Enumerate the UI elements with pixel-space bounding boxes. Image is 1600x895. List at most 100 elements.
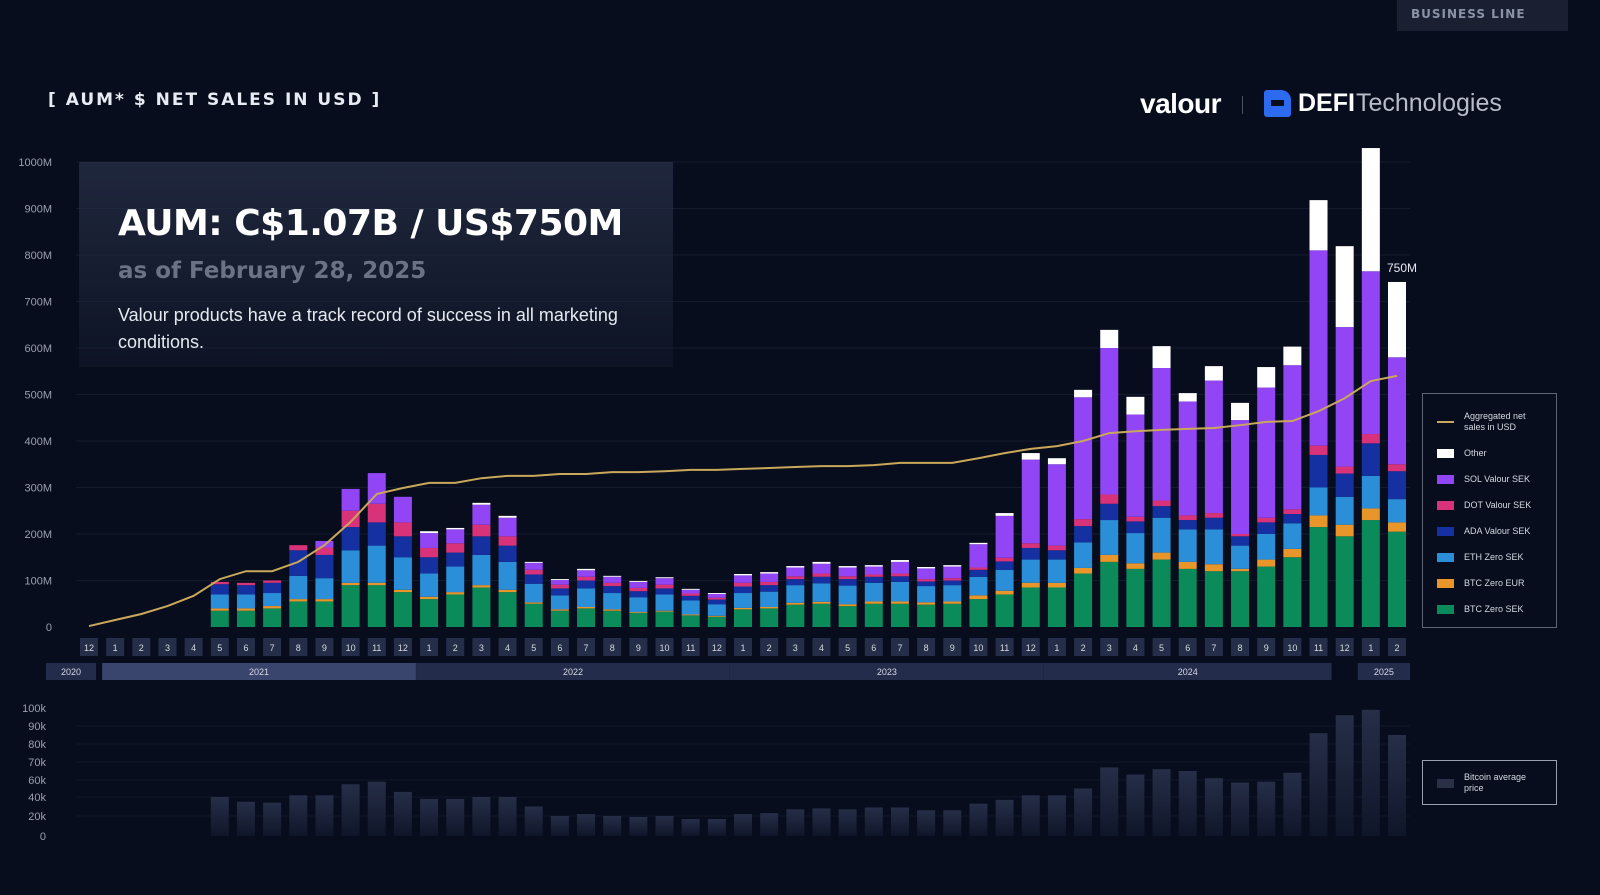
bar-segment-btc-zero-sek — [236, 610, 255, 627]
bitcoin-price-bar — [864, 807, 883, 836]
bar-segment-eth-zero-sek — [917, 586, 936, 603]
bar-segment-dot-valour-sek — [603, 582, 622, 587]
bar-segment-ada-valour-sek — [629, 591, 648, 598]
bar-segment-eth-zero-sek — [734, 593, 752, 608]
legend-label: Other — [1464, 448, 1487, 458]
bar-segment-ada-valour-sek — [210, 584, 229, 595]
bar-segment-sol-valour-sek — [681, 589, 700, 594]
month-tick-label: 3 — [479, 643, 484, 653]
bar-segment-sol-valour-sek — [655, 578, 674, 585]
bar-segment-btc-zero-sek — [734, 609, 752, 627]
bar-segment-btc-zero-sek — [524, 603, 543, 627]
bar-segment-btc-zero-sek — [629, 613, 648, 627]
business-line-tab[interactable]: BUSINESS LINE — [1397, 0, 1568, 31]
bar-segment-ada-valour-sek — [1204, 517, 1223, 530]
month-tick-label: 2 — [767, 643, 772, 653]
bar-segment-ada-valour-sek — [969, 569, 988, 577]
bar-segment-btc-zero-sek — [707, 616, 726, 627]
month-tick-label: 11 — [1000, 643, 1009, 653]
bitcoin-y-tick-label: 100k — [22, 703, 46, 715]
bar-segment-sol-valour-sek — [1257, 387, 1276, 518]
bar-segment-dot-valour-sek — [1283, 509, 1302, 515]
bar-segment-btc-zero-sek — [1231, 571, 1250, 627]
bitcoin-price-bar — [681, 819, 700, 836]
legend-item-dot: DOT Valour SEK — [1437, 500, 1531, 511]
month-tick-box — [838, 638, 857, 656]
bar-segment-dot-valour-sek — [655, 584, 674, 589]
bar-segment-eth-zero-sek — [1283, 523, 1302, 549]
bar-segment-sol-valour-sek — [524, 562, 543, 570]
bar-segment-btc-zero-sek — [943, 603, 962, 627]
month-tick-label: 8 — [610, 643, 615, 653]
bar-segment-btc-zero-sek — [315, 601, 334, 627]
month-tick-label: 10 — [660, 643, 670, 653]
bar-segment-ada-valour-sek — [1257, 522, 1276, 534]
bar-segment-btc-zero-sek — [1204, 571, 1223, 627]
bar-segment-sol-valour-sek — [472, 504, 491, 525]
bar-segment-sol-valour-sek — [890, 561, 909, 574]
bar-segment-dot-valour-sek — [1361, 434, 1380, 444]
bitcoin-legend: Bitcoin average price — [1422, 760, 1557, 805]
month-tick-box — [1047, 638, 1066, 656]
month-tick-box — [1309, 638, 1328, 656]
legend-item-btc-eur: BTC Zero EUR — [1437, 578, 1525, 589]
month-tick-box — [472, 638, 491, 656]
month-tick-box — [734, 638, 752, 656]
month-tick-label: 9 — [322, 643, 327, 653]
bar-segment-dot-valour-sek — [236, 582, 255, 586]
month-tick-box — [393, 638, 412, 656]
bitcoin-price-bar — [236, 801, 255, 836]
main-legend: Aggregated net sales in USD Other SOL Va… — [1422, 393, 1557, 628]
y-tick-label: 300M — [24, 483, 52, 495]
month-tick-box — [1204, 638, 1223, 656]
bar-segment-btc-zero-eur — [786, 602, 805, 605]
bar-segment-btc-zero-sek — [1074, 573, 1093, 627]
legend-label: BTC Zero SEK — [1464, 604, 1524, 614]
month-tick-box — [1257, 638, 1276, 656]
month-tick-label: 1 — [427, 643, 432, 653]
bitcoin-y-tick-label: 90k — [28, 721, 46, 733]
month-tick-label: 5 — [1159, 643, 1164, 653]
month-tick-label: 3 — [1107, 643, 1112, 653]
month-tick-label: 8 — [1238, 643, 1243, 653]
year-band-2020 — [46, 663, 96, 680]
bar-segment-btc-zero-eur — [1283, 548, 1302, 558]
month-tick-box — [1100, 638, 1119, 656]
bar-segment-sol-valour-sek — [734, 575, 752, 583]
bar-segment-btc-zero-eur — [1047, 582, 1066, 588]
month-tick-box — [446, 638, 465, 656]
bar-segment-dot-valour-sek — [1388, 464, 1406, 472]
bar-segment-other — [838, 566, 857, 568]
legend-item-bitcoin: Bitcoin average price — [1437, 772, 1534, 794]
bar-segment-btc-zero-eur — [1178, 561, 1197, 569]
month-tick-box — [1152, 638, 1171, 656]
month-tick-label: 7 — [270, 643, 275, 653]
bar-segment-dot-valour-sek — [812, 573, 831, 577]
month-tick-box — [420, 638, 439, 656]
bar-segment-ada-valour-sek — [446, 552, 465, 567]
year-label: 2022 — [563, 667, 583, 677]
month-tick-box — [943, 638, 962, 656]
bar-segment-sol-valour-sek — [1100, 348, 1119, 495]
bar-segment-dot-valour-sek — [786, 576, 805, 580]
bar-segment-sol-valour-sek — [603, 576, 622, 583]
month-tick-box — [786, 638, 805, 656]
year-label: 2024 — [1178, 667, 1198, 677]
bar-segment-ada-valour-sek — [236, 585, 255, 595]
bar-segment-eth-zero-sek — [995, 569, 1014, 591]
y-tick-label: 200M — [24, 529, 52, 541]
swatch — [1437, 579, 1454, 588]
bitcoin-price-bar — [393, 791, 412, 836]
month-tick-box — [760, 638, 779, 656]
bitcoin-price-bar — [341, 784, 360, 836]
bar-segment-eth-zero-sek — [1257, 534, 1276, 560]
bar-segment-btc-zero-sek — [1021, 587, 1040, 627]
bar-segment-sol-valour-sek — [1231, 420, 1250, 534]
bar-segment-ada-valour-sek — [289, 550, 308, 576]
year-label: 2023 — [877, 667, 897, 677]
month-tick-label: 6 — [1185, 643, 1190, 653]
month-tick-label: 9 — [950, 643, 955, 653]
month-tick-label: 11 — [372, 643, 381, 653]
bar-segment-other — [577, 568, 596, 571]
bar-segment-ada-valour-sek — [1047, 550, 1066, 560]
